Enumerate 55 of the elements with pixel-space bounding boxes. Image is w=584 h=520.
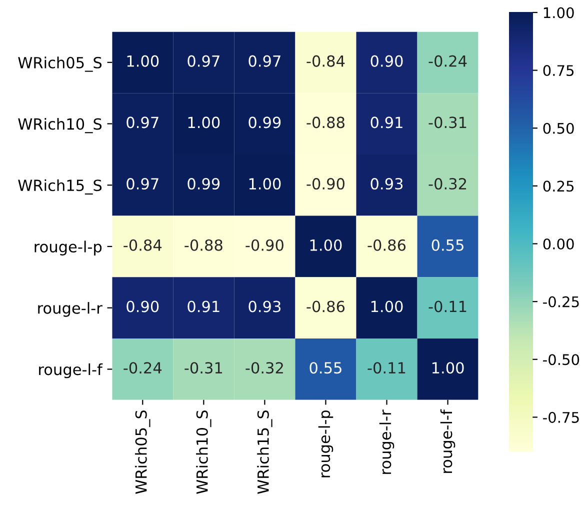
color-bar-label: -0.25	[543, 296, 579, 308]
color-bar-label: 0.50	[543, 122, 574, 134]
data-label: -0.11	[428, 300, 466, 312]
data-label: -0.31	[184, 362, 222, 374]
data-label: 0.55	[310, 362, 342, 374]
data-label: -0.24	[124, 362, 162, 374]
y-tick-label: WRich10_S	[18, 118, 102, 134]
data-label: -0.86	[306, 300, 345, 312]
data-label: -0.84	[124, 239, 162, 251]
data-label: 0.97	[126, 116, 158, 128]
data-label: -0.31	[428, 116, 466, 128]
data-label: 1.00	[371, 300, 403, 312]
x-tick-label: WRich10_S	[196, 410, 212, 494]
data-label: 1.00	[188, 116, 220, 128]
data-label: 0.90	[370, 55, 403, 67]
data-label: 1.00	[310, 239, 342, 251]
data-label: 0.91	[188, 300, 220, 312]
data-label: -0.11	[368, 362, 406, 374]
x-tick-label: rouge-l-r	[379, 410, 394, 474]
data-label: -0.88	[306, 116, 344, 128]
color-bar-label: -0.50	[543, 354, 580, 366]
color-bar-label: 0.25	[543, 180, 574, 192]
x-tick-label: rouge-l-p	[318, 410, 334, 478]
data-label: 0.97	[188, 55, 220, 67]
x-tick-label: WRich15_S	[257, 410, 272, 494]
data-label: -0.86	[368, 239, 406, 251]
data-label: -0.32	[246, 362, 283, 374]
data-label: 0.97	[126, 178, 158, 190]
color-bar-label: 0.00	[543, 238, 574, 250]
y-tick-label: rouge-l-r	[38, 302, 102, 317]
data-label: 0.93	[248, 300, 280, 312]
data-label: 0.99	[188, 178, 220, 190]
data-label: 1.00	[432, 362, 464, 374]
data-label: -0.24	[428, 55, 467, 67]
color-bar-label: 1.00	[544, 7, 574, 18]
data-label: -0.90	[306, 178, 344, 190]
color-bar-label: -0.75	[543, 412, 579, 423]
data-label: 0.91	[370, 116, 402, 128]
x-tick-label: rouge-l-f	[440, 409, 456, 473]
y-tick-label: rouge-l-p	[34, 240, 102, 256]
data-label: -0.88	[184, 239, 222, 251]
data-label: 0.97	[248, 55, 280, 67]
data-label: 0.90	[126, 300, 159, 312]
data-label: -0.84	[306, 55, 345, 67]
color-bar-label: 0.75	[543, 65, 574, 76]
data-label: -0.32	[428, 178, 466, 190]
data-label: 0.93	[370, 178, 403, 190]
data-label: 1.00	[127, 55, 159, 67]
y-tick-label: WRich05_S	[18, 56, 102, 72]
data-label: 1.00	[249, 178, 281, 190]
y-tick-label: WRich15_S	[18, 179, 102, 195]
data-label: -0.90	[246, 239, 284, 251]
data-label: 0.99	[248, 116, 281, 128]
data-label: 0.55	[432, 239, 464, 251]
y-tick-label: rouge-l-f	[39, 363, 103, 378]
